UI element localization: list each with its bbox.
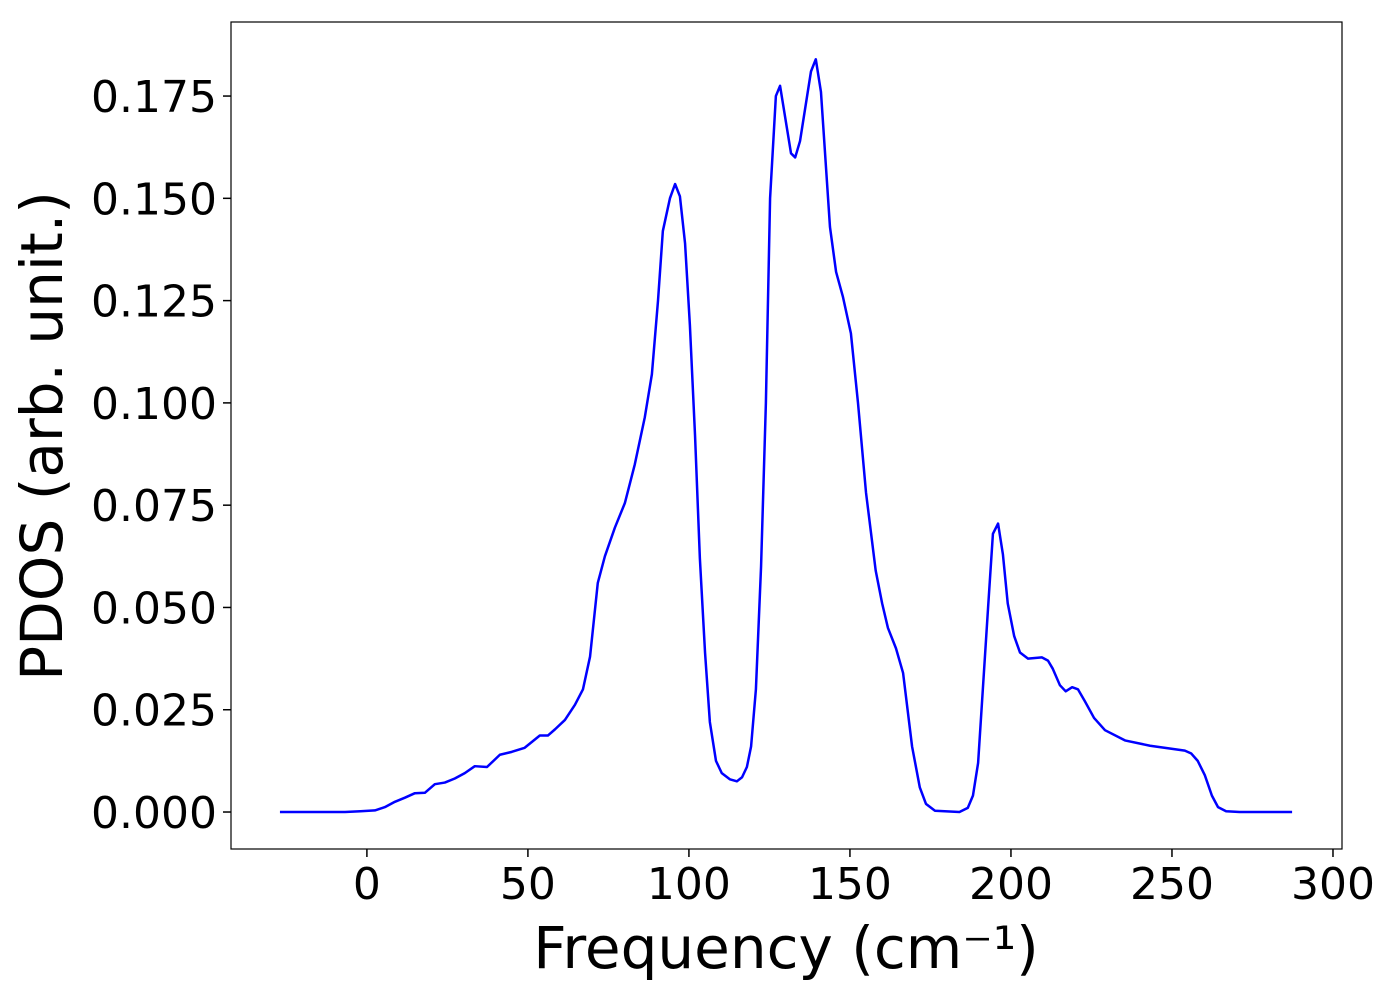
y-tick-label: 0.150: [91, 174, 217, 225]
y-tick-label: 0.050: [91, 583, 217, 634]
y-tick-label: 0.075: [91, 481, 217, 532]
x-axis-label: Frequency (cm⁻¹): [533, 914, 1039, 982]
y-tick-label: 0.000: [91, 788, 217, 839]
x-tick-label: 0: [353, 859, 381, 910]
y-tick-label: 0.100: [91, 379, 217, 430]
data-line: [279, 57, 1293, 814]
y-tick-label: 0.175: [91, 72, 217, 123]
y-tick-label: 0.025: [91, 686, 217, 737]
x-tick-label: 250: [1130, 859, 1214, 910]
y-tick-label: 0.125: [91, 277, 217, 328]
x-tick-label: 150: [808, 859, 892, 910]
y-axis-label: PDOS (arb. unit.): [8, 191, 76, 681]
x-tick-label: 100: [647, 859, 731, 910]
x-tick-label: 200: [969, 859, 1053, 910]
x-tick-label: 50: [500, 859, 556, 910]
plot-frame: [230, 21, 1343, 850]
x-tick-label: 300: [1291, 859, 1375, 910]
